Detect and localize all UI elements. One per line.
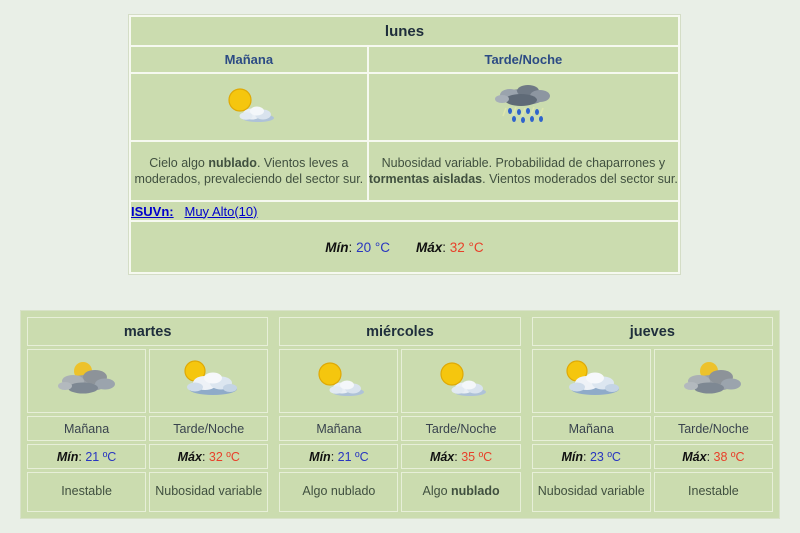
today-forecast-table: lunes Mañana Tarde/Noche [128,14,681,275]
max-temp-cell: Máx: 35 ºC [401,444,521,469]
max-temp-cell: Máx: 38 ºC [653,444,773,469]
today-period-evening: Tarde/Noche [368,47,678,72]
rain-cloud-icon [488,83,558,127]
uv-index-value-link[interactable]: Muy Alto(10) [184,203,258,219]
today-period-morning: Mañana [131,47,367,72]
forecast-icon-cell [149,349,269,413]
condition-label: Inestable [27,472,147,512]
uv-index-row: ISUVn: Muy Alto(10) [131,202,678,220]
forecast-icon-cell [279,349,399,413]
sun-big-clouds-icon [557,358,625,400]
min-temp-label: Mín [561,449,584,464]
max-temp-label: Máx [429,449,455,464]
forecast-icon-cell [531,349,651,413]
sun-behind-gray-clouds-icon [53,359,121,399]
min-temp-value: 21 ºC [337,449,369,464]
min-temp-value: 23 ºC [589,449,621,464]
max-temp-value: 35 ºC [461,449,493,464]
uv-index-link[interactable]: ISUVn: [131,203,174,219]
today-morning-icon-cell [131,74,367,140]
condition-label: Nubosidad variable [149,472,269,512]
condition-label: Algo nublado [279,472,399,512]
min-temp-label: Mín [56,449,79,464]
sun-small-cloud-icon [218,85,280,125]
day-table-miércoles: miércoles Mañana Tarde/Noche Mín: 21 ºC Máx… [276,314,523,515]
condition-label: Inestable [653,472,773,512]
condition-label: Algo nublado [401,472,521,512]
today-evening-description: Nubosidad variable. Probabilidad de chap… [368,142,678,200]
min-temp-label: Mín [325,239,349,255]
min-temp-cell: Mín: 21 ºC [279,444,399,469]
day-title: jueves [531,317,773,346]
min-temp-value: 21 ºC [85,449,117,464]
max-temp-value: 32 ºC [208,449,240,464]
min-temp-cell: Mín: 23 ºC [531,444,651,469]
period-label: Tarde/Noche [149,416,269,441]
max-temp-label: Máx [682,449,707,464]
day-title: martes [27,317,269,346]
sun-big-clouds-icon [175,358,243,400]
sun-behind-gray-clouds-icon [679,359,747,399]
condition-label: Nubosidad variable [531,472,651,512]
period-label: Tarde/Noche [653,416,773,441]
next-days-forecast: martes Mañana Tarde/Noche Mín: 21 ºC Máx: 3… [20,310,780,519]
period-label: Mañana [279,416,399,441]
period-label: Tarde/Noche [401,416,521,441]
today-day-title: lunes [131,17,678,45]
day-table-martes: martes Mañana Tarde/Noche Mín: 21 ºC Máx: 3… [24,314,271,515]
sun-small-cloud-icon [308,359,370,399]
period-label: Mañana [27,416,147,441]
today-minmax-row: Mín: 20 °C Máx: 32 °C [131,222,678,272]
max-temp-label: Máx [177,449,202,464]
sun-small-cloud-icon [430,359,492,399]
min-temp-label: Mín [309,449,331,464]
forecast-icon-cell [401,349,521,413]
max-temp-value: 38 ºC [713,449,745,464]
max-temp-label: Máx [415,239,443,255]
min-temp-cell: Mín: 21 ºC [27,444,147,469]
max-temp-cell: Máx: 32 ºC [149,444,269,469]
forecast-icon-cell [653,349,773,413]
day-title: miércoles [279,317,521,346]
period-label: Mañana [531,416,651,441]
today-morning-description: Cielo algo nublado. Vientos leves a mode… [131,142,367,200]
day-table-jueves: jueves Mañana Tarde/Noche Mín: 23 ºC Máx: 3… [529,314,776,515]
min-temp-value: 20 °C [356,239,390,255]
today-evening-icon-cell [368,74,678,140]
max-temp-value: 32 °C [449,239,484,255]
forecast-icon-cell [27,349,147,413]
